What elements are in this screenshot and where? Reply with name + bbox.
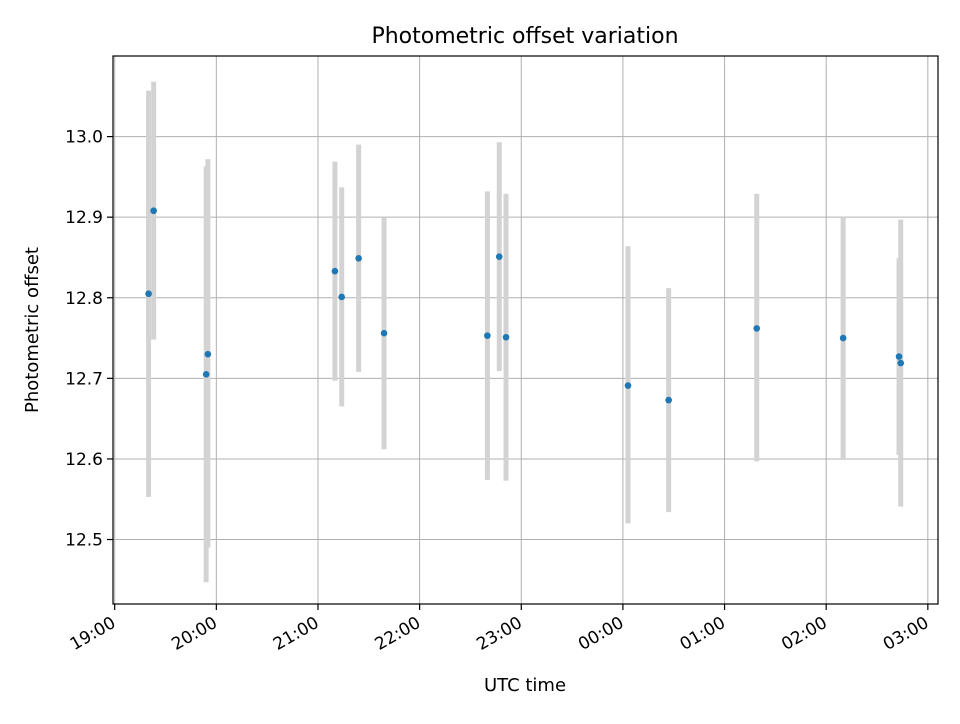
data-point [145, 290, 152, 298]
data-point [839, 334, 847, 342]
plot-area-background [113, 56, 938, 604]
data-point [202, 371, 210, 378]
data-point [380, 329, 388, 337]
grid-layer [113, 56, 938, 604]
data-point [897, 359, 905, 367]
data-point [895, 353, 903, 360]
data-point [495, 253, 503, 260]
data-point [355, 254, 362, 262]
y-tick-label: 12.7 [65, 369, 103, 389]
y-tick-label: 12.9 [65, 208, 103, 228]
data-point [150, 207, 157, 215]
plot-frame [112, 55, 939, 605]
data-point [338, 293, 345, 301]
point-layer [145, 207, 905, 404]
data-point [204, 350, 212, 358]
data-point [753, 325, 761, 332]
y-tick-label: 12.8 [65, 289, 103, 309]
data-point [331, 267, 339, 275]
x-axis-label: UTC time [484, 675, 566, 696]
data-point [502, 333, 510, 341]
data-point [624, 382, 632, 389]
y-tick-label: 13.0 [65, 128, 103, 148]
y-tick-label: 12.5 [65, 531, 103, 551]
chart-title: Photometric offset variation [371, 24, 678, 49]
data-point [484, 332, 491, 339]
y-tick-label: 12.6 [65, 450, 103, 470]
y-axis-label: Photometric offset [22, 247, 43, 413]
data-point [665, 396, 672, 404]
